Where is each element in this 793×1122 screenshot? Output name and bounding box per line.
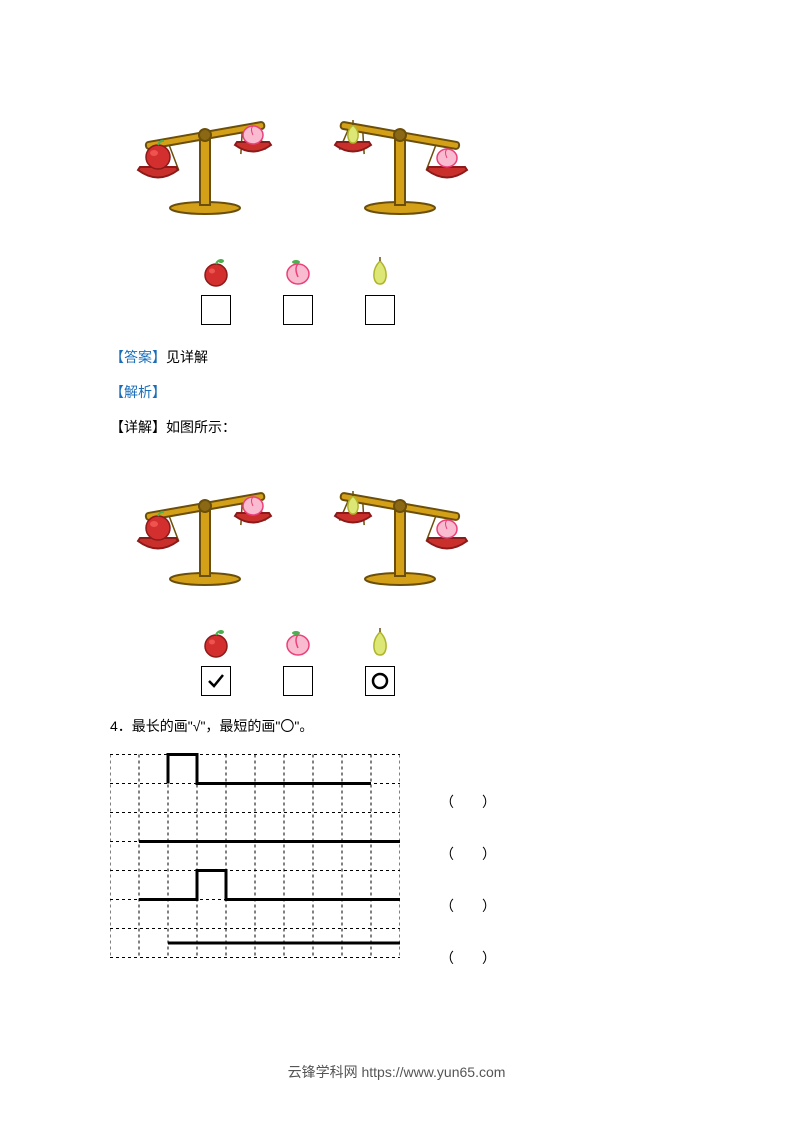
brackets-column: （ ） （ ） （ ） （ ） xyxy=(440,751,496,984)
scale-right-tilted xyxy=(315,85,485,215)
question-text: 最长的画"√"，最短的画"〇"。 xyxy=(132,718,314,734)
bracket-4: （ ） xyxy=(440,932,496,984)
pear-icon xyxy=(364,255,396,287)
fruits-boxes-filled xyxy=(200,626,683,696)
grid-section: （ ） （ ） （ ） （ ） xyxy=(110,751,683,984)
footer: 云锋学科网 https://www.yun65.com xyxy=(0,1062,793,1082)
question-number: 4． xyxy=(110,718,132,734)
apple-icon xyxy=(200,255,232,287)
fruit-apple-col-2 xyxy=(200,626,232,696)
scale-left-tilted xyxy=(120,85,290,215)
peach-icon xyxy=(282,255,314,287)
answer-label: 【答案】 xyxy=(110,349,166,365)
scales-row-bottom xyxy=(120,456,683,586)
answer-line: 【答案】见详解 xyxy=(110,345,683,370)
detail-line: 【详解】如图所示： xyxy=(110,415,683,440)
apple-icon xyxy=(200,626,232,658)
fruit-peach-col-2 xyxy=(282,626,314,696)
fruit-peach-col xyxy=(282,255,314,325)
answer-box-pear-circle xyxy=(365,666,395,696)
scale-right-tilted-2 xyxy=(315,456,485,586)
fruit-pear-col xyxy=(364,255,396,325)
detail-text: 如图所示： xyxy=(166,419,236,435)
circle-icon xyxy=(370,671,390,691)
bracket-3: （ ） xyxy=(440,880,496,932)
fruits-boxes-empty xyxy=(200,255,683,325)
fruit-pear-col-2 xyxy=(364,626,396,696)
scale-left-tilted-2 xyxy=(120,456,290,586)
bracket-2: （ ） xyxy=(440,828,496,880)
answer-box-peach-empty xyxy=(283,295,313,325)
grid-figure xyxy=(110,751,400,961)
answer-box-pear-empty xyxy=(365,295,395,325)
answer-box-peach-empty-2 xyxy=(283,666,313,696)
answer-box-apple-empty xyxy=(201,295,231,325)
answer-text: 见详解 xyxy=(166,349,208,365)
pear-icon xyxy=(364,626,396,658)
answer-box-apple-check xyxy=(201,666,231,696)
question-4: 4．最长的画"√"，最短的画"〇"。 xyxy=(110,716,683,736)
detail-label: 【详解】 xyxy=(110,419,166,435)
check-icon xyxy=(206,671,226,691)
analysis-label: 【解析】 xyxy=(110,384,166,400)
scales-row-top xyxy=(120,85,683,215)
bracket-1: （ ） xyxy=(440,776,496,828)
fruit-apple-col xyxy=(200,255,232,325)
peach-icon xyxy=(282,626,314,658)
analysis-line: 【解析】 xyxy=(110,380,683,405)
